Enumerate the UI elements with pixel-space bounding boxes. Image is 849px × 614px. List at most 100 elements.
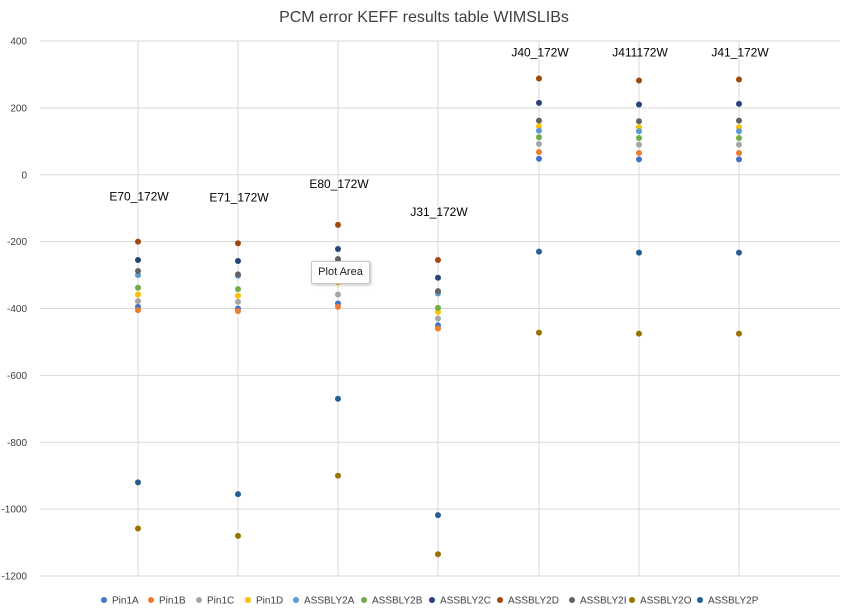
legend-item[interactable]: ASSBLY2O: [629, 596, 692, 607]
plot-area-tooltip: Plot Area: [311, 261, 370, 284]
legend-item[interactable]: ASSBLY2I: [569, 596, 627, 607]
data-point[interactable]: [736, 156, 742, 163]
legend-marker: [497, 597, 503, 603]
data-point[interactable]: [135, 479, 141, 486]
data-point[interactable]: [435, 551, 441, 558]
category-annotations: E70_172W E71_172W E80_172W J31_172W J40_172W…: [109, 46, 769, 219]
data-point[interactable]: [636, 101, 642, 108]
data-point[interactable]: [636, 118, 642, 125]
legend-label: ASSBLY2O: [640, 596, 692, 607]
data-point[interactable]: [736, 134, 742, 141]
data-point[interactable]: [536, 149, 542, 156]
data-point[interactable]: [636, 141, 642, 148]
data-point[interactable]: [636, 128, 642, 135]
data-point[interactable]: [235, 286, 241, 293]
data-point[interactable]: [536, 329, 542, 336]
data-point[interactable]: [536, 75, 542, 82]
data-point[interactable]: [435, 274, 441, 281]
plot-area[interactable]: [135, 75, 742, 558]
data-point[interactable]: [536, 155, 542, 162]
category-label: E80_172W: [309, 177, 369, 191]
data-point[interactable]: [636, 134, 642, 141]
data-point[interactable]: [335, 395, 341, 402]
legend-label: ASSBLY2P: [708, 596, 759, 607]
data-point[interactable]: [736, 141, 742, 148]
legend-label: Pin1B: [159, 596, 186, 607]
legend-item[interactable]: ASSBLY2P: [697, 596, 759, 607]
data-point[interactable]: [435, 325, 441, 332]
data-point[interactable]: [135, 291, 141, 298]
category-label: E71_172W: [209, 190, 269, 204]
legend-marker: [148, 597, 154, 603]
legend-item[interactable]: Pin1A: [101, 596, 139, 607]
data-point[interactable]: [235, 271, 241, 278]
data-point[interactable]: [335, 245, 341, 252]
category-label: J411172W: [612, 46, 668, 60]
data-point[interactable]: [235, 240, 241, 247]
data-point[interactable]: [235, 491, 241, 498]
data-point[interactable]: [736, 100, 742, 107]
legend-item[interactable]: Pin1B: [148, 596, 186, 607]
legend-marker: [101, 597, 107, 603]
category-label: E70_172W: [109, 189, 169, 203]
data-point[interactable]: [335, 221, 341, 228]
data-point[interactable]: [536, 127, 542, 134]
data-point[interactable]: [536, 117, 542, 124]
data-point[interactable]: [435, 315, 441, 322]
data-point[interactable]: [135, 284, 141, 291]
data-point[interactable]: [135, 268, 141, 275]
data-point[interactable]: [435, 512, 441, 519]
data-point[interactable]: [435, 288, 441, 295]
data-point[interactable]: [736, 128, 742, 135]
legend-label: Pin1A: [112, 596, 139, 607]
y-tick-label: -400: [7, 304, 27, 315]
data-point[interactable]: [235, 258, 241, 265]
data-point[interactable]: [135, 238, 141, 245]
data-point[interactable]: [736, 76, 742, 83]
legend-label: Pin1D: [256, 596, 283, 607]
legend-marker: [629, 597, 635, 603]
data-point[interactable]: [536, 99, 542, 106]
data-point[interactable]: [335, 291, 341, 298]
data-point[interactable]: [536, 134, 542, 141]
data-point[interactable]: [536, 140, 542, 147]
data-point[interactable]: [536, 248, 542, 255]
data-point[interactable]: [636, 77, 642, 84]
data-point[interactable]: [135, 257, 141, 264]
legend-marker: [361, 597, 367, 603]
data-point[interactable]: [235, 292, 241, 299]
data-point[interactable]: [736, 150, 742, 157]
y-axis-ticks: 400 200 0 -200 -400 -600 -800 -1000 -1200: [1, 37, 27, 583]
data-point[interactable]: [435, 257, 441, 264]
data-point[interactable]: [636, 150, 642, 157]
legend-item[interactable]: ASSBLY2D: [497, 596, 559, 607]
data-point[interactable]: [135, 298, 141, 305]
data-point[interactable]: [135, 307, 141, 314]
legend-item[interactable]: ASSBLY2A: [293, 596, 355, 607]
data-point[interactable]: [636, 249, 642, 256]
data-point[interactable]: [235, 298, 241, 305]
data-point[interactable]: [636, 330, 642, 337]
y-tick-label: -600: [7, 371, 27, 382]
legend-item[interactable]: ASSBLY2B: [361, 596, 423, 607]
data-point[interactable]: [636, 156, 642, 163]
legend[interactable]: Pin1A Pin1B Pin1C Pin1D ASSBLY2A ASSBLY2B ASSB…: [101, 596, 759, 607]
data-point[interactable]: [335, 256, 341, 263]
legend-item[interactable]: Pin1C: [196, 596, 234, 607]
data-point[interactable]: [235, 532, 241, 539]
data-point[interactable]: [736, 249, 742, 256]
data-point[interactable]: [335, 303, 341, 310]
y-tick-label: -1200: [1, 572, 27, 583]
legend-item[interactable]: ASSBLY2C: [429, 596, 491, 607]
data-point[interactable]: [435, 304, 441, 311]
legend-marker: [245, 597, 251, 603]
legend-item[interactable]: Pin1D: [245, 596, 283, 607]
y-tick-label: 200: [10, 103, 27, 114]
data-point[interactable]: [536, 123, 542, 130]
data-point[interactable]: [235, 308, 241, 315]
data-point[interactable]: [736, 330, 742, 337]
data-point[interactable]: [736, 117, 742, 124]
data-point[interactable]: [335, 472, 341, 479]
data-point[interactable]: [135, 525, 141, 532]
y-tick-label: 400: [10, 37, 27, 48]
